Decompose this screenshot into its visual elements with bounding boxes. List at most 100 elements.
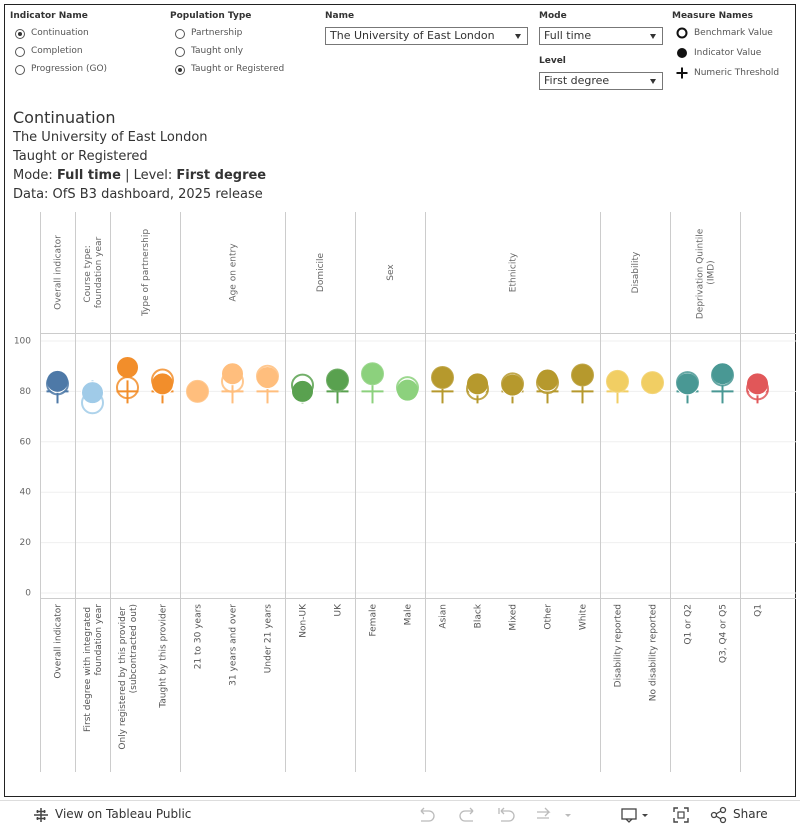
group-header: Ethnicity [508,252,518,292]
threshold-mark [116,380,139,404]
category-label: Other [543,604,553,630]
category-label: UK [333,603,343,617]
indicator-dot [291,379,314,403]
legend-entry: Benchmark Value [694,28,773,38]
radio-label[interactable]: Taught or Registered [191,64,285,74]
category-label: Q3, Q4 or Q5 [718,604,728,663]
category-label: Taught by this provider [158,604,168,709]
group-header: Course type: foundation year [83,236,104,308]
benchmark-ring [326,368,349,392]
benchmark-ring [256,364,279,388]
radio-label[interactable]: Progression (GO) [31,64,108,74]
dropdown[interactable]: The University of East London [325,27,528,45]
group-header: Type of partnership [141,229,151,317]
share-button[interactable]: Share [733,807,768,821]
text: Mode: [13,168,53,183]
indicator-layer [46,355,769,405]
group-header: Sex [386,264,396,281]
group-header: Deprivation Quintile (IMD) [695,226,716,319]
text: | Level: [125,168,173,183]
category-label: Mixed [508,604,518,631]
radio-label[interactable]: Completion [31,46,83,56]
category-label: White [578,604,588,631]
source: Data: OfS B3 dashboard, 2025 release [13,187,263,202]
category-label: 21 to 30 years [193,604,203,670]
category-label: Disability reported [613,604,623,687]
legend-icons [676,27,688,79]
radio-label[interactable]: Taught only [191,46,244,56]
y-tick-label: 20 [20,538,32,548]
control-label: Population Type [170,11,252,21]
group-header: Domicile [316,252,326,292]
category-label: Male [403,604,413,626]
group-header: Overall indicator [53,235,63,310]
benchmark-ring [571,363,594,387]
legend-entry: Indicator Value [694,48,762,58]
subtitle: The University of East London [13,130,208,145]
indicator-dot [116,355,139,379]
text: First degree [176,168,267,183]
benchmark-ring [81,391,104,415]
legend-entry: Numeric Threshold [694,68,780,78]
category-label: Overall indicator [53,604,63,679]
group-header: Age on entry [228,243,238,302]
fullscreen-icon[interactable] [672,806,690,824]
control-label: Indicator Name [10,11,88,21]
radio-button[interactable] [15,47,25,57]
category-label: Only registered by this provider (subcon… [118,604,139,750]
radio-button[interactable] [175,47,185,57]
y-tick-label: 0 [25,589,31,599]
benchmark-ring [116,376,139,400]
benchmark-ring [501,372,524,396]
benchmark-ring [746,377,769,401]
category-label: First degree with integrated foundation … [83,604,104,732]
dropdown[interactable]: Full time [539,27,663,45]
text: Full time [56,168,121,183]
radio-label[interactable]: Continuation [31,28,89,38]
indicator-dot [466,372,489,396]
benchmark-ring [396,376,419,400]
indicator-dot [746,372,769,396]
radio-button[interactable] [15,65,25,75]
group-header: Disability [631,251,641,293]
benchmark-ring [186,379,209,403]
y-tick-label: 100 [14,337,31,347]
radio-button[interactable] [175,65,185,75]
benchmark-ring [151,368,174,392]
benchmark-ring [676,371,699,395]
benchmark-ring [46,372,69,396]
benchmark-layer [46,362,769,415]
radio-button[interactable] [15,29,25,39]
category-label: Under 21 years [263,604,273,673]
toolbar-icons [420,807,648,823]
subtitle-line: Mode: Full time | Level: First degree [13,168,266,183]
category-label: 31 years and over [228,604,238,686]
category-label: Black [473,603,483,628]
legend-icon [676,67,688,79]
radio-label[interactable]: Partnership [191,28,243,38]
legend-icon [677,48,687,58]
benchmark-ring [606,369,629,393]
chart: 0 20 40 60 80 100 Overall indicator Overall ind… [4,4,796,797]
title: Continuation [13,108,116,127]
legend-title: Measure Names [672,11,754,21]
benchmark-ring [361,362,384,386]
benchmark-ring [431,366,454,390]
y-tick-label: 80 [20,387,32,397]
view-link[interactable]: View on Tableau Public [55,807,192,821]
category-label: Q1 or Q2 [683,604,693,645]
control-label: Level [539,56,566,66]
subtitle: Taught or Registered [13,149,148,164]
toolbar: View on Tableau Public Share [0,800,800,827]
benchmark-ring [466,377,489,401]
frame [4,4,796,797]
category-label: Female [368,604,378,637]
category-label: Asian [438,604,448,629]
benchmark-ring [641,371,664,395]
control-label: Name [325,11,355,21]
share-icon[interactable] [710,806,728,824]
benchmark-ring [291,373,314,397]
radio-button[interactable] [175,29,185,39]
dropdown[interactable]: First degree [539,72,663,90]
